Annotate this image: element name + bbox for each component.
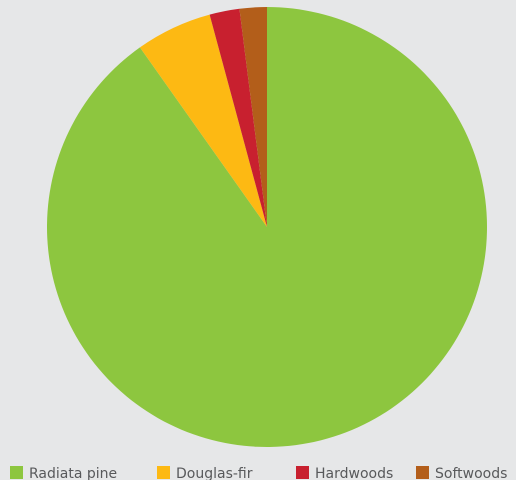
legend-label-softwoods: Softwoods [435, 466, 507, 480]
legend-label-radiata-pine: Radiata pine [29, 466, 117, 480]
pie-slice-softwoods [239, 7, 267, 227]
legend-swatch-douglas-fir [157, 466, 170, 479]
pie-slices [47, 7, 487, 447]
legend-label-douglas-fir: Douglas-fir [176, 466, 253, 480]
legend-label-hardwoods: Hardwoods [315, 466, 393, 480]
pie-slice-douglas-fir [139, 14, 267, 227]
legend-swatch-radiata-pine [10, 466, 23, 479]
pie-slice-hardwoods [209, 8, 267, 227]
legend-swatch-softwoods [416, 466, 429, 479]
legend-swatch-hardwoods [296, 466, 309, 479]
legend: Radiata pine Douglas-fir Hardwoods Softwood… [10, 466, 507, 480]
